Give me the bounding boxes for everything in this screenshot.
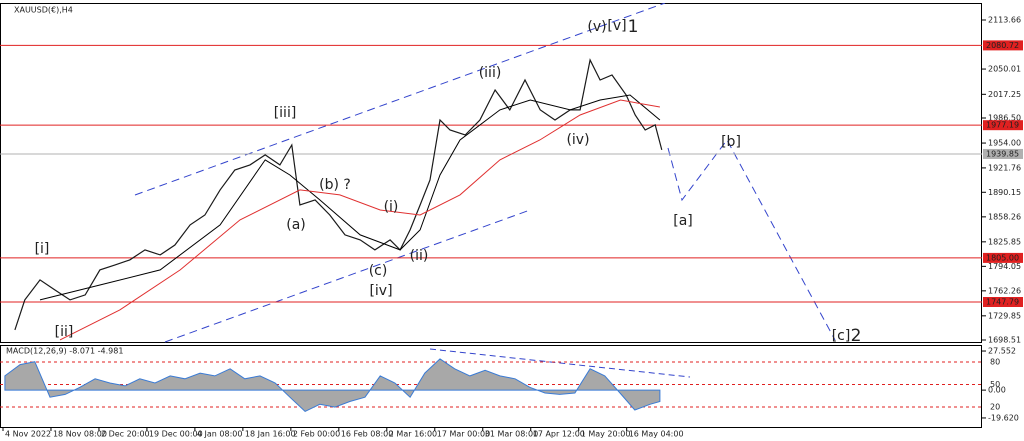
- wave-label: (c): [369, 263, 388, 279]
- y-tick-label: 1954.00: [988, 139, 1021, 148]
- y-tick-label: 1729.85: [988, 311, 1021, 320]
- y-tick-label: -19.620: [988, 413, 1019, 422]
- macd-trendline: [429, 348, 691, 378]
- wave-label: [b]: [721, 134, 741, 150]
- y-tick-label: 1986.50: [988, 114, 1021, 123]
- macd-plot: [0, 348, 982, 412]
- main-plot: [0, 3, 982, 343]
- y2-tick-label: 50: [990, 380, 1000, 389]
- level-tag: [983, 120, 1023, 131]
- price-line: [59, 99, 660, 341]
- wave-label: (i): [384, 199, 399, 215]
- x-tick-label: 2 Dec 20:00: [101, 430, 150, 439]
- y-tick-label: 1890.15: [988, 188, 1021, 197]
- level-label: 1939.85: [986, 149, 1019, 158]
- y-tick-label: 27.552: [988, 347, 1016, 356]
- y-tick-label: 2017.25: [988, 90, 1021, 99]
- level-label: 1805.00: [986, 253, 1019, 262]
- level-label: 1747.79: [986, 298, 1019, 307]
- x-tick-label: 16 Feb 08:00: [341, 430, 393, 439]
- x-tick-label: 18 Nov 08:00: [53, 430, 107, 439]
- wave-label: [i]: [35, 241, 50, 257]
- x-tick-label: 16 May 04:00: [629, 430, 684, 439]
- wave-label: [v]: [607, 18, 626, 34]
- wave-label: (iv): [566, 132, 589, 148]
- y-tick-label: 1762.26: [988, 286, 1021, 295]
- y-tick-label: 0.00: [988, 386, 1006, 395]
- x-tick-label: 1 May 20:00: [581, 430, 631, 439]
- level-label: 1977.19: [986, 121, 1019, 130]
- level-tag: [983, 40, 1023, 51]
- x-tick-label: 18 Jan 16:00: [245, 430, 296, 439]
- level-tag: [983, 148, 1023, 159]
- y-tick-label: 2050.01: [988, 65, 1021, 74]
- x-tick-label: 4 Jan 08:00: [197, 430, 243, 439]
- wave-label: (v): [587, 19, 606, 35]
- y-tick-label: 1921.76: [988, 163, 1021, 172]
- wave-label: 2: [851, 326, 862, 346]
- wave-label: [ii]: [55, 324, 74, 340]
- macd-area: [4, 358, 661, 412]
- wave-label: (iii): [479, 65, 502, 81]
- x-tick-label: 31 Mar 08:00: [485, 430, 538, 439]
- y-tick-label: 1825.85: [988, 237, 1021, 246]
- macd-title: MACD(12,26,9) -8.071 -4.981: [6, 347, 123, 356]
- x-tick-label: 2 Mar 16:00: [389, 430, 437, 439]
- level-tag: [983, 252, 1023, 263]
- forecast-path: [667, 139, 836, 341]
- x-tick-label: 2 Feb 00:00: [293, 430, 340, 439]
- wave-label: [c]: [832, 328, 851, 344]
- main-panel: [0, 3, 982, 343]
- wave-label: [iii]: [274, 105, 297, 121]
- wave-label: 1: [628, 17, 639, 37]
- price-line: [14, 58, 663, 331]
- y-tick-label: 1858.26: [988, 212, 1021, 221]
- x-tick-label: 17 Mar 00:00: [437, 430, 490, 439]
- y2-tick-label: 20: [990, 403, 1000, 412]
- chart-title: XAUUSD(€),H4: [14, 6, 73, 15]
- y2-tick-label: 80: [990, 358, 1000, 367]
- price-line: [39, 94, 661, 301]
- x-tick-label: 4 Nov 2022: [5, 430, 51, 439]
- x-tick-label: 19 Dec 00:00: [149, 430, 203, 439]
- y-tick-label: 1698.51: [988, 335, 1021, 344]
- y-tick-label: 2113.66: [988, 15, 1021, 24]
- channel-upper: [134, 3, 666, 196]
- wave-label: [a]: [673, 213, 693, 229]
- wave-label: (ii): [410, 248, 429, 264]
- level-label: 2080.72: [986, 41, 1019, 50]
- wave-label: (b) ?: [319, 177, 351, 193]
- wave-label: (a): [286, 217, 306, 233]
- y-tick-label: 1794.05: [988, 262, 1021, 271]
- x-tick-label: 17 Apr 12:00: [533, 430, 585, 439]
- level-tag: [983, 297, 1023, 308]
- wave-label: [iv]: [369, 283, 392, 299]
